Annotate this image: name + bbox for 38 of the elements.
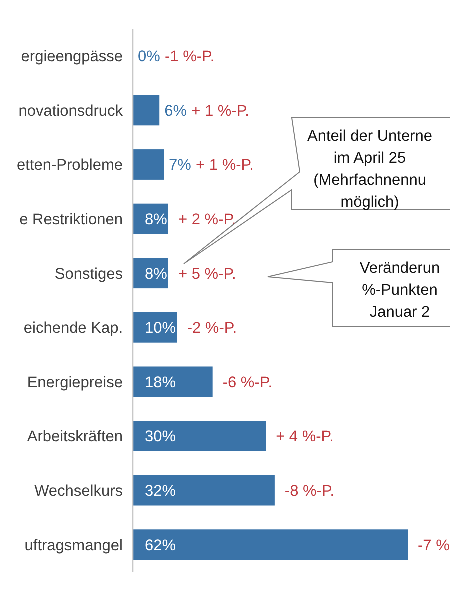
y-tick-label: ergieengpässe: [21, 48, 123, 66]
data-label: 10%: [145, 320, 176, 338]
bar: [133, 475, 275, 506]
data-label: 62%: [145, 537, 176, 554]
annotation: -7 %: [418, 537, 450, 554]
data-label: 6%: [164, 102, 188, 120]
data-label: 8%: [145, 211, 168, 228]
annotation: + 1 %-P.: [196, 157, 254, 174]
annotation: -8 %-P.: [284, 482, 335, 500]
y-tick-label: novationsdruck: [18, 102, 124, 120]
bar: [133, 530, 408, 560]
bar: [133, 150, 164, 180]
data-label: 0%: [138, 48, 161, 66]
y-tick-label: Arbeitskräften: [27, 428, 123, 446]
data-label: 7%: [169, 157, 192, 174]
annotation: + 4 %-P.: [276, 428, 334, 446]
annotation: Anteil der Unterne im April 25 (Mehrfachnennu möglich): [308, 128, 432, 211]
data-label: 18%: [145, 374, 176, 392]
annotation: + 5 %-P.: [178, 266, 236, 283]
y-tick-label: Energiepreise: [27, 374, 123, 392]
annotation: Veränderun %-Punkten Januar 2: [360, 260, 440, 321]
y-tick-label: Wechselkurs: [34, 482, 124, 500]
annotation: -1 %-P.: [165, 48, 215, 66]
data-label: 32%: [145, 482, 176, 500]
y-tick-label: Sonstiges: [54, 266, 124, 283]
y-tick-label: etten-Probleme: [17, 157, 123, 174]
annotation: -2 %-P.: [187, 320, 238, 338]
bar: [133, 421, 266, 452]
annotation: + 1 %-P.: [192, 102, 250, 120]
bar: [133, 95, 160, 126]
y-tick-label: uftragsmangel: [24, 537, 123, 554]
y-tick-label: eichende Kap.: [24, 320, 123, 338]
data-label: 8%: [145, 266, 168, 283]
annotation: + 2 %-P.: [178, 211, 236, 228]
bar: [133, 366, 213, 398]
annotation: -6 %-P.: [222, 374, 273, 392]
data-label: 30%: [145, 428, 176, 446]
y-tick-label: e Restriktionen: [20, 211, 123, 228]
